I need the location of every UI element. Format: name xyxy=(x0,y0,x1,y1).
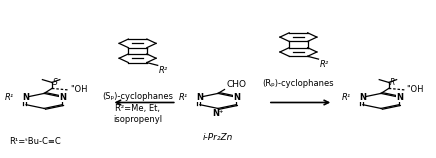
Text: (Sₚ)-cyclophanes: (Sₚ)-cyclophanes xyxy=(102,91,173,100)
Text: N: N xyxy=(233,93,240,101)
Text: R²: R² xyxy=(320,60,329,69)
Text: R¹=ᵗBu-C≡C: R¹=ᵗBu-C≡C xyxy=(10,137,61,146)
Text: (Rₚ)-cyclophanes: (Rₚ)-cyclophanes xyxy=(262,79,334,88)
Text: i-Pr₂Zn: i-Pr₂Zn xyxy=(203,133,233,142)
Text: N: N xyxy=(359,93,366,101)
Text: S: S xyxy=(53,79,58,88)
Text: N: N xyxy=(196,93,203,101)
Text: R¹: R¹ xyxy=(178,93,188,101)
Text: R: R xyxy=(390,79,395,88)
Text: N⁺: N⁺ xyxy=(212,109,224,118)
Text: R¹: R¹ xyxy=(5,93,14,101)
Text: R¹: R¹ xyxy=(341,93,351,101)
Text: R²=Me, Et,
isopropenyl: R²=Me, Et, isopropenyl xyxy=(113,104,162,124)
Text: R²: R² xyxy=(159,66,168,75)
Text: N: N xyxy=(59,93,66,101)
Text: ''OH: ''OH xyxy=(407,85,424,94)
Text: N: N xyxy=(396,93,403,101)
Text: CHO: CHO xyxy=(226,80,246,88)
Text: ''OH: ''OH xyxy=(70,85,87,94)
Text: N: N xyxy=(22,93,29,101)
